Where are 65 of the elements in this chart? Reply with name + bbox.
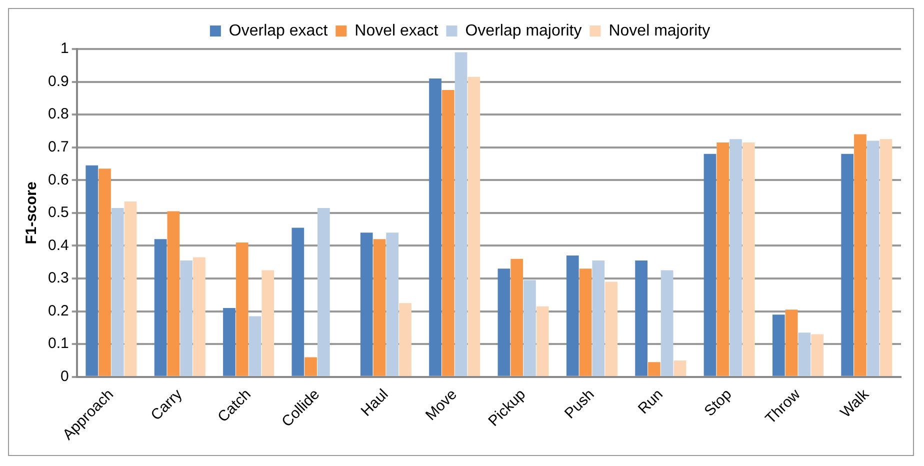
y-tick-label: 0.8 — [48, 106, 69, 123]
bar — [566, 256, 579, 376]
bar — [866, 140, 880, 376]
bar — [111, 208, 124, 376]
legend-label: Novel majority — [608, 22, 710, 40]
bar — [674, 360, 686, 376]
bar — [304, 357, 317, 376]
y-tick-label: 0.3 — [48, 270, 69, 287]
bar — [536, 306, 549, 376]
bar — [292, 228, 304, 376]
bar — [510, 258, 524, 376]
bar — [223, 308, 236, 376]
bar — [524, 280, 536, 376]
bar — [716, 142, 730, 376]
bar — [167, 211, 180, 376]
bar — [373, 239, 386, 376]
bar — [730, 139, 742, 376]
y-tick-label: 0.9 — [48, 72, 69, 90]
x-tick-label: Stop — [701, 386, 736, 420]
bar — [236, 242, 248, 376]
y-tick-label: 0.4 — [48, 236, 69, 254]
y-tick-label: 0.1 — [48, 335, 69, 352]
bar — [429, 78, 442, 376]
y-tick-label: 0.7 — [48, 138, 69, 156]
bar — [854, 134, 866, 376]
bar — [772, 314, 785, 376]
bar — [468, 76, 480, 376]
bar — [704, 154, 716, 376]
bar — [880, 139, 892, 376]
bar — [605, 282, 618, 376]
bar — [193, 257, 206, 376]
bar — [442, 90, 454, 376]
bar — [798, 332, 811, 376]
bar — [742, 142, 755, 376]
bar — [660, 270, 674, 376]
bar — [248, 316, 262, 376]
bar — [124, 201, 137, 376]
bar — [635, 260, 648, 376]
bar — [841, 154, 854, 376]
bar — [86, 165, 98, 376]
bar — [360, 232, 373, 376]
y-tick-label: 0.6 — [48, 171, 69, 188]
bar — [154, 239, 167, 376]
bar — [454, 52, 468, 376]
bar — [648, 362, 660, 376]
bar — [592, 260, 605, 376]
y-tick-label: 1 — [60, 40, 69, 58]
bar — [262, 270, 274, 376]
bar — [579, 268, 592, 376]
bar — [386, 232, 399, 376]
bar — [317, 208, 330, 376]
bar — [811, 334, 824, 376]
y-tick-label: 0.5 — [48, 204, 69, 222]
bar — [399, 303, 412, 376]
bar — [498, 268, 510, 376]
y-axis-title: F1-score — [23, 182, 40, 244]
legend-label: Overlap majority — [465, 22, 582, 40]
bar — [785, 310, 798, 376]
bar — [180, 260, 192, 376]
x-tick-label: Run — [634, 386, 666, 418]
y-tick-label: 0 — [60, 368, 69, 386]
y-tick-label: 0.2 — [48, 302, 69, 320]
legend-label: Overlap exact — [228, 22, 328, 40]
bar — [98, 168, 111, 376]
legend-label: Novel exact — [354, 22, 439, 40]
